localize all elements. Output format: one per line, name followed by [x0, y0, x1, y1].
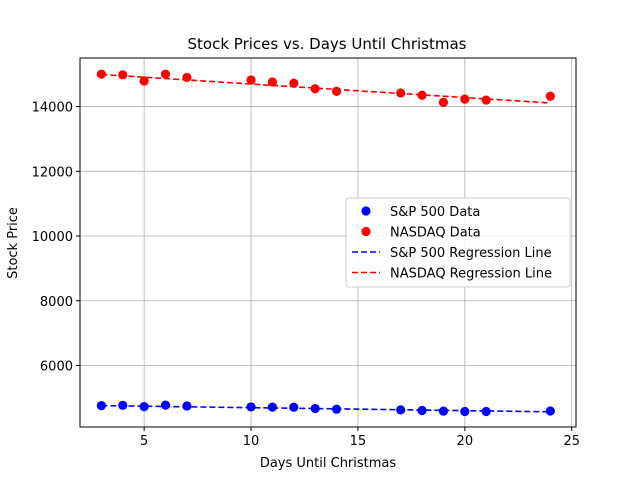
s-p-500-data-point: [438, 406, 449, 416]
x-axis-ticks: 5 10 15 20 25: [140, 427, 580, 449]
x-tick-label: 10: [243, 434, 260, 449]
y-tick-label: 12000: [32, 165, 73, 180]
s-p-500-data-point: [310, 403, 320, 414]
nasdaq-data-point: [438, 97, 449, 107]
grid-lines: [80, 58, 576, 427]
chart-title: Stock Prices vs. Days Until Christmas: [188, 35, 467, 53]
nasdaq-data-point: [96, 69, 106, 79]
y-tick-label: 8000: [40, 295, 73, 310]
s-p-500-regression-line: [101, 404, 551, 413]
data-points: [96, 69, 555, 417]
nasdaq-data-point: [481, 95, 491, 105]
nasdaq-data-point: [267, 77, 278, 87]
s-p-500-data-point: [396, 405, 406, 415]
y-tick-label: 10000: [32, 230, 73, 245]
legend-label-nasdaq-data: NASDAQ Data: [390, 226, 481, 241]
s-p-500-data-point: [460, 406, 470, 417]
x-tick-label: 20: [457, 434, 474, 449]
nasdaq-data-point: [246, 75, 256, 85]
s-p-500-data-point: [96, 401, 106, 411]
s-p-500-data-point: [289, 402, 299, 412]
plot-frame: [79, 57, 577, 428]
x-tick-label: 15: [350, 434, 367, 449]
nasdaq-data-point: [289, 78, 299, 88]
nasdaq-data-point: [118, 70, 128, 80]
s-p-500-data-point: [139, 402, 149, 412]
legend-label-s-p-500-regression-line: S&P 500 Regression Line: [390, 246, 552, 261]
legend: S&P 500 Data NASDAQ Data S&P 500 Regressio…: [345, 197, 571, 288]
nasdaq-regression-line: [101, 73, 551, 104]
nasdaq-data-point: [460, 94, 470, 104]
s-p-500-data-point: [267, 402, 278, 412]
s-p-500-data-point: [182, 401, 192, 411]
regression-lines: [101, 73, 551, 413]
s-p-500-data-point: [481, 406, 491, 417]
s-p-500-data-point: [118, 400, 128, 410]
legend-swatch-s-p-500-data: [361, 206, 371, 216]
y-axis-label: Stock Price: [6, 207, 21, 279]
s-p-500-data-point: [545, 406, 555, 416]
x-tick-label: 25: [563, 434, 580, 449]
s-p-500-data-point: [331, 404, 342, 414]
legend-swatch-nasdaq-data: [361, 226, 371, 237]
legend-label-s-p-500-data: S&P 500 Data: [390, 205, 480, 220]
y-axis-ticks: 6000 8000 10000 12000 14000: [32, 101, 80, 375]
x-tick-label: 5: [140, 434, 148, 449]
nasdaq-data-point: [182, 72, 192, 83]
nasdaq-data-point: [417, 90, 427, 100]
s-p-500-data-point: [160, 400, 171, 410]
nasdaq-data-point: [545, 91, 555, 101]
x-axis-label: Days Until Christmas: [260, 456, 397, 471]
nasdaq-data-point: [310, 84, 320, 94]
legend-box: [345, 197, 571, 288]
s-p-500-data-point: [246, 402, 256, 412]
nasdaq-data-point: [139, 76, 149, 86]
y-tick-label: 6000: [40, 360, 73, 375]
nasdaq-data-point: [396, 88, 406, 98]
nasdaq-data-point: [160, 69, 171, 79]
y-tick-label: 14000: [32, 101, 73, 116]
s-p-500-data-point: [417, 405, 427, 416]
nasdaq-data-point: [331, 86, 342, 96]
legend-label-nasdaq-regression-line: NASDAQ Regression Line: [390, 267, 552, 282]
